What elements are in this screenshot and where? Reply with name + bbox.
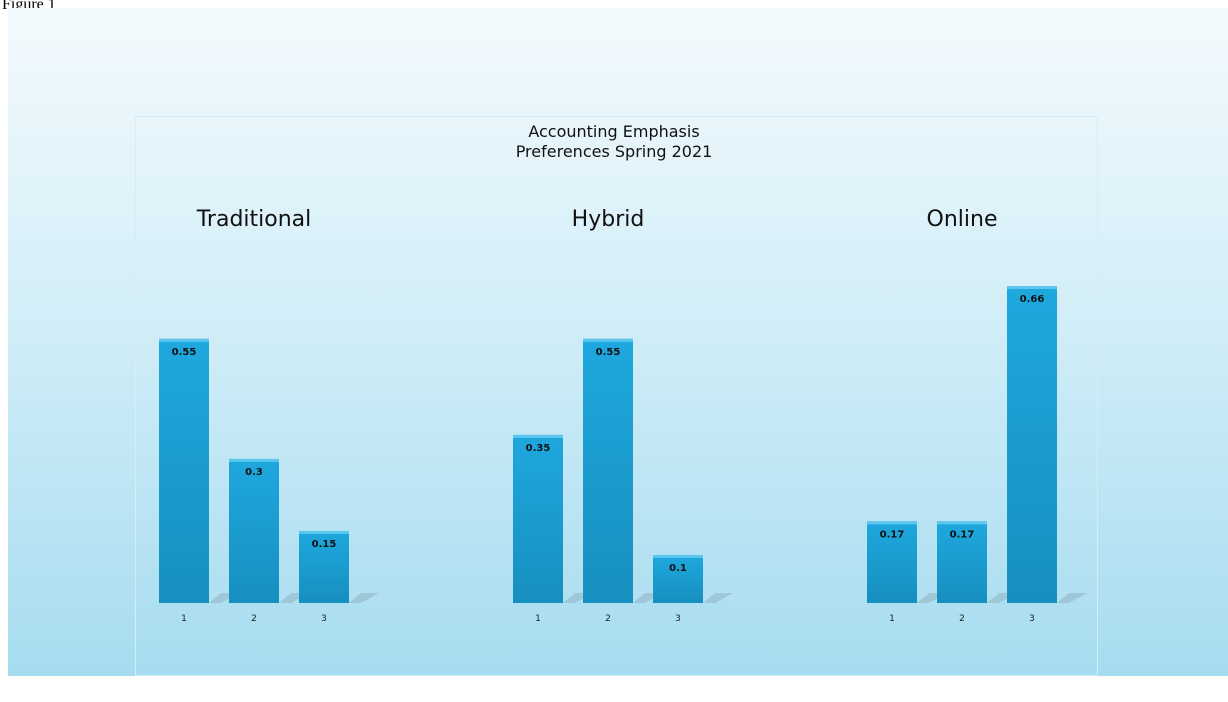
tick-label: 1: [889, 614, 895, 624]
bar-highlight: [653, 554, 703, 558]
bar-highlight: [159, 338, 209, 342]
bar-shadow: [349, 593, 379, 603]
chart-title-line-1: Accounting Emphasis: [528, 122, 700, 141]
bar: [299, 530, 349, 603]
bar: [229, 458, 279, 603]
bar: [937, 521, 987, 603]
bar-highlight: [937, 521, 987, 525]
panel-traditional: Traditional 0.55 1 0.3 2 0.15 3: [159, 207, 379, 624]
chart-title: Accounting Emphasis Preferences Spring 2…: [0, 122, 1228, 162]
tick-label: 2: [251, 614, 257, 624]
panel-title: Hybrid: [572, 207, 645, 232]
data-label: 0.55: [596, 347, 621, 358]
tick-label: 2: [605, 614, 611, 624]
data-label: 0.55: [172, 347, 197, 358]
bar: [1007, 286, 1057, 603]
panel-title: Traditional: [196, 207, 312, 232]
data-label: 0.35: [526, 443, 551, 454]
tick-label: 3: [675, 614, 681, 624]
bar: [653, 554, 703, 603]
bar: [867, 521, 917, 603]
panel-online: Online 0.17 1 0.17 2 0.66 3: [867, 207, 1087, 624]
data-label: 0.3: [245, 467, 263, 478]
panel-title: Online: [927, 207, 998, 232]
data-label: 0.17: [880, 529, 905, 540]
chart-title-line-2: Preferences Spring 2021: [515, 142, 713, 161]
bar: [583, 338, 633, 603]
bar-highlight: [583, 338, 633, 342]
bar-highlight: [229, 458, 279, 462]
bar-highlight: [513, 434, 563, 438]
data-label: 0.15: [312, 539, 337, 550]
data-label: 0.66: [1020, 294, 1045, 305]
bar-shadow: [703, 593, 733, 603]
bar-highlight: [1007, 286, 1057, 289]
data-label: 0.17: [950, 529, 975, 540]
bar-shadow: [1057, 593, 1087, 603]
tick-label: 3: [1029, 614, 1035, 624]
panel-hybrid: Hybrid 0.35 1 0.55 2 0.1 3: [513, 207, 733, 624]
bar: [513, 434, 563, 603]
bar: [159, 338, 209, 603]
tick-label: 1: [535, 614, 541, 624]
chart-frame: [135, 116, 1098, 676]
tick-label: 1: [181, 614, 187, 624]
data-label: 0.1: [669, 563, 687, 574]
bar-highlight: [867, 521, 917, 525]
tick-label: 2: [959, 614, 965, 624]
bar-highlight: [299, 530, 349, 534]
tick-label: 3: [321, 614, 327, 624]
